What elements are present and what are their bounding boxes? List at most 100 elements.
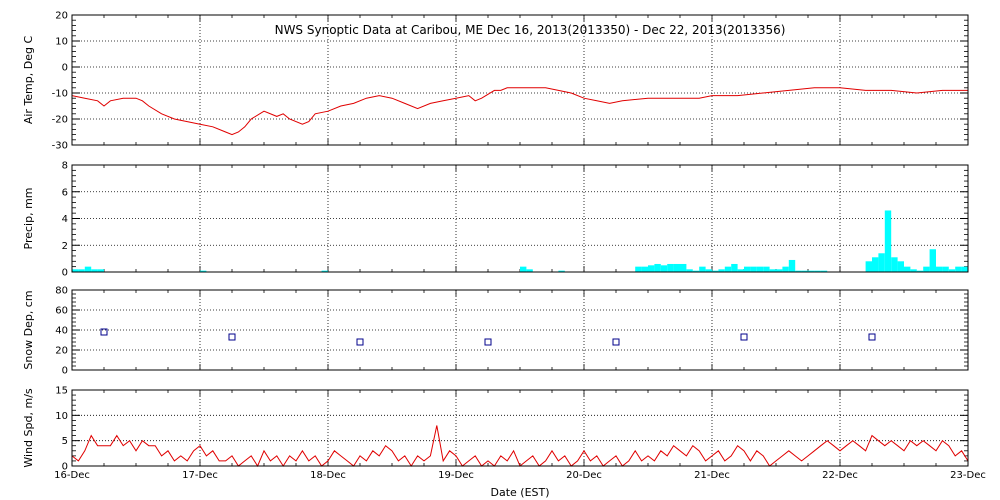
chart-title: NWS Synoptic Data at Caribou, ME Dec 16,… [275,23,786,37]
precip-bar [865,261,872,272]
x-tick-label: 18-Dec [310,470,346,481]
precip-bar [635,266,642,272]
snow-y-tick-label: 80 [55,286,68,297]
precip-bar [750,266,757,272]
precip-y-tick-label: 8 [62,161,68,172]
precip-frame [71,164,969,273]
x-tick-label: 23-Dec [950,470,986,481]
precip-bar [884,210,892,272]
snow-panel: 0 20 40 60 80 Snow Dep, cm [22,286,969,377]
precip-bar [641,266,648,272]
wind-y-tick-label: 0 [62,462,68,473]
precip-bar [520,266,527,272]
x-tick-label: 21-Dec [694,470,730,481]
temp-y-tick-label: -30 [52,141,68,152]
precip-bar [820,270,828,272]
wind-y-tick-label: 5 [62,436,68,447]
precip-bar [955,266,962,272]
precip-y-tick-label: 2 [62,241,68,252]
x-tick-label: 20-Dec [566,470,602,481]
precip-bar [321,270,328,272]
precip-bar [936,266,943,272]
precip-bar [72,269,79,272]
precip-bar [680,263,687,272]
precip-bar [782,266,789,272]
precip-y-tick-label: 0 [62,268,68,279]
precip-bar [897,261,904,272]
snow-y-tick-label: 40 [55,326,68,337]
x-tick-label: 17-Dec [182,470,218,481]
precip-bar [929,249,936,272]
precip-bar [200,270,207,272]
precip-bar [737,269,744,272]
wind-y-tick-label: 15 [55,386,68,397]
temp-y-tick-label: 0 [62,63,68,74]
precip-bar [923,266,930,272]
precip-bar [699,266,706,272]
precip-bar [872,257,879,272]
x-tick-label: 22-Dec [822,470,858,481]
precip-bar [654,263,661,272]
precip-bar [648,265,655,272]
precip-bar [673,263,680,272]
precip-bar [731,263,738,272]
precip-bar [712,270,719,272]
precip-bar [756,266,764,272]
precip-bar [878,253,885,272]
temp-y-axis-label: Air Temp, Deg C [22,36,35,125]
snow-point [612,338,620,346]
snow-point [740,333,748,341]
x-tick-label: 19-Dec [438,470,474,481]
snow-y-axis-label: Snow Dep, cm [22,290,35,369]
precip-bar [961,266,968,272]
snow-point [356,338,364,346]
temp-frame [71,14,969,146]
x-tick-label: 16-Dec [54,470,90,481]
precip-bar [795,270,802,272]
precip-bar [718,269,725,272]
snow-point [228,333,236,341]
wind-y-axis-label: Wind Spd, m/s [22,388,35,468]
wind-frame [71,389,969,467]
snow-frame [71,289,969,371]
precip-bar [801,270,808,272]
snow-point [100,328,108,336]
precip-bar [763,266,770,272]
precip-bar [769,269,776,272]
precip-bar [526,269,533,272]
precip-bar [724,266,732,272]
snow-y-tick-label: 60 [55,306,68,317]
precip-bar [91,269,98,272]
precip-bar [97,269,104,272]
precip-bar [916,270,924,272]
precip-bar [705,269,712,272]
precip-bar [788,259,796,272]
precip-y-tick-label: 4 [62,214,68,225]
precip-bar [808,270,815,272]
temp-y-tick-label: 20 [55,11,68,22]
wind-y-tick-label: 10 [55,411,68,422]
precip-bar [78,269,85,272]
precip-bar [744,266,751,272]
precip-bar [692,270,700,272]
wind-panel: 0 5 10 15 Wind Spd, m/s 16-Dec 17-Dec 18-Dec 19-… [22,386,986,482]
precip-bar [891,257,898,272]
precip-bar [686,269,693,272]
precip-bar [904,266,911,272]
temp-series-line [71,87,968,136]
precip-bar [660,265,668,272]
precip-bar [948,269,956,272]
precip-bar [84,266,92,272]
precip-bar [910,269,917,272]
precip-panel: 0 2 4 6 8 Precip, mm [22,161,969,279]
precip-bar [942,266,949,272]
precip-bar [558,270,565,272]
precip-bar [776,269,783,272]
temp-y-tick-label: 10 [55,37,68,48]
precip-y-tick-label: 6 [62,187,68,198]
temp-y-tick-label: -10 [52,89,68,100]
x-axis-label: Date (EST) [490,486,549,499]
precip-y-axis-label: Precip, mm [22,188,35,250]
